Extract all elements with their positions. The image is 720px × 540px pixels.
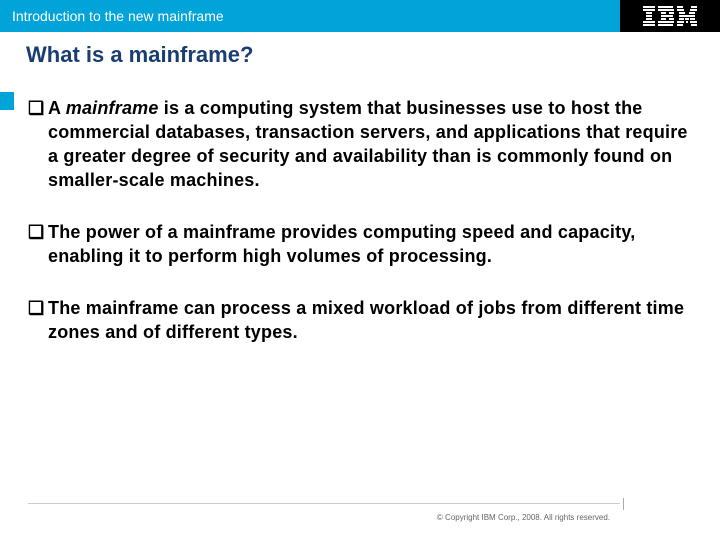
bullet-text: A mainframe is a computing system that b… [48, 96, 692, 192]
ibm-logo-icon [643, 6, 697, 26]
header-logo-area [620, 0, 720, 32]
bullet-item: ❑ A mainframe is a computing system that… [28, 96, 692, 192]
header-left: Introduction to the new mainframe [0, 0, 620, 32]
accent-bar [0, 92, 14, 110]
content-area: ❑ A mainframe is a computing system that… [0, 68, 720, 344]
header-bar: Introduction to the new mainframe [0, 0, 720, 32]
bullet-marker-icon: ❑ [28, 220, 48, 268]
bullet-text: The mainframe can process a mixed worklo… [48, 296, 692, 344]
bullet-marker-icon: ❑ [28, 96, 48, 192]
bullet-marker-icon: ❑ [28, 296, 48, 344]
footer-tick [623, 498, 624, 510]
bullet-plain: A [48, 98, 66, 118]
bullet-item: ❑ The power of a mainframe provides comp… [28, 220, 692, 268]
slide: Introduction to the new mainframe [0, 0, 720, 540]
bullet-item: ❑ The mainframe can process a mixed work… [28, 296, 692, 344]
bullet-italic: mainframe [66, 98, 159, 118]
footer-divider [28, 503, 620, 504]
copyright-text: © Copyright IBM Corp., 2008. All rights … [437, 513, 610, 522]
header-title: Introduction to the new mainframe [12, 8, 224, 24]
slide-title: What is a mainframe? [0, 32, 720, 68]
bullet-text: The power of a mainframe provides comput… [48, 220, 692, 268]
